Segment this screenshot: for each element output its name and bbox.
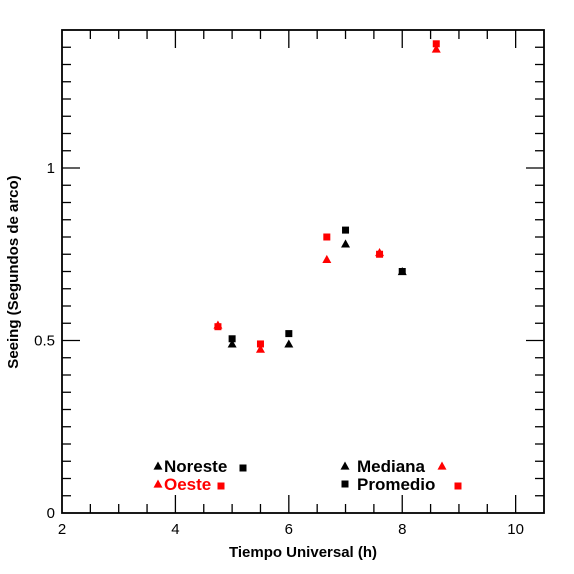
legend-marker-oeste-left [153,479,163,488]
noreste-mediana-point [227,339,237,348]
legend-label-oeste: Oeste [164,475,211,494]
x-tick-label: 10 [507,521,524,538]
axis-ticks [62,30,544,513]
oeste-mediana-point [431,44,441,53]
noreste-promedio-point [398,268,406,275]
x-tick-label: 6 [285,521,293,538]
legend-marker-promedio-left [341,480,349,488]
y-tick-label: 1 [47,160,55,177]
legend-label-noreste: Noreste [164,457,227,476]
legend-marker-mediana-left [340,461,350,470]
noreste-promedio-point [342,226,350,234]
noreste-mediana-point [341,239,351,248]
oeste-mediana-point [322,254,332,264]
x-tick-label: 2 [58,521,66,538]
y-tick-label: 0 [47,505,55,522]
oeste-promedio-point [376,250,384,258]
noreste-promedio-point [285,330,293,338]
legend-label-mediana: Mediana [357,457,426,476]
x-tick-label: 4 [171,521,179,538]
oeste-promedio-point [432,40,440,48]
legend-marker-mediana-right [437,461,447,470]
data-points [213,40,441,353]
legend-marker-promedio-right [454,482,462,490]
legend-marker-noreste-right [239,464,247,472]
x-axis-label: Tiempo Universal (h) [229,544,377,561]
plot-frame [61,29,545,514]
y-tick-label: 0.5 [34,333,55,350]
legend-marker-noreste-left [153,461,163,470]
x-tick-label: 8 [398,521,406,538]
oeste-promedio-point [214,323,222,331]
legend-marker-oeste-right [217,482,225,490]
noreste-promedio-point [228,335,236,343]
legend-label-promedio: Promedio [357,475,435,494]
y-axis-label: Seeing (Segundos de arco) [5,175,22,368]
oeste-mediana-point [255,344,265,353]
noreste-mediana-point [284,339,294,348]
oeste-promedio-point [256,340,264,348]
oeste-promedio-point [323,233,331,241]
tick-labels: 2 4 6 8 10 0 0.5 1 [34,160,524,538]
